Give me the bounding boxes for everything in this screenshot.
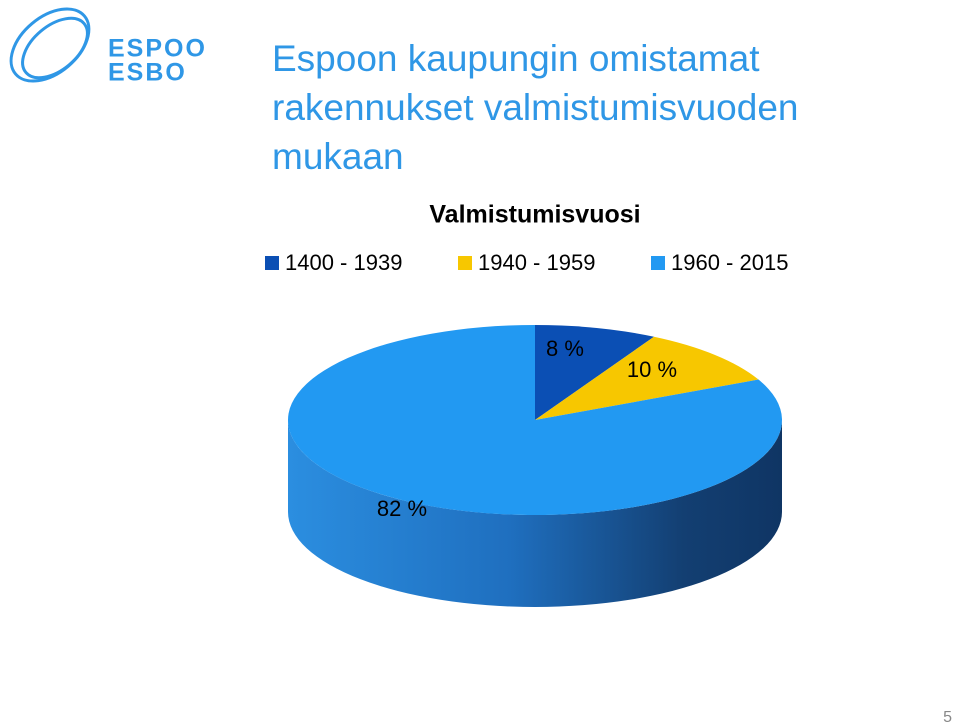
chart-title: Valmistumisvuosi <box>429 201 640 229</box>
legend-swatch <box>458 256 472 270</box>
pie-slice <box>288 325 783 515</box>
data-label: 10 % <box>627 357 677 382</box>
logo <box>9 7 91 83</box>
legend-label: 1960 - 2015 <box>671 250 788 275</box>
legend-label: 1940 - 1959 <box>478 250 595 275</box>
legend-swatch <box>651 256 665 270</box>
pie-slice <box>535 325 654 420</box>
data-label: 8 % <box>546 336 584 361</box>
logo-text: ESBO <box>108 59 187 87</box>
data-label: 82 % <box>377 496 427 521</box>
pie-side <box>288 420 782 607</box>
legend-swatch <box>265 256 279 270</box>
logo-text: ESPOO <box>108 35 207 63</box>
slide-title: Espoon kaupungin omistamat rakennukset v… <box>272 38 799 177</box>
page-number: 5 <box>943 709 952 726</box>
pie-slice <box>535 336 759 420</box>
legend-label: 1400 - 1939 <box>285 250 402 275</box>
